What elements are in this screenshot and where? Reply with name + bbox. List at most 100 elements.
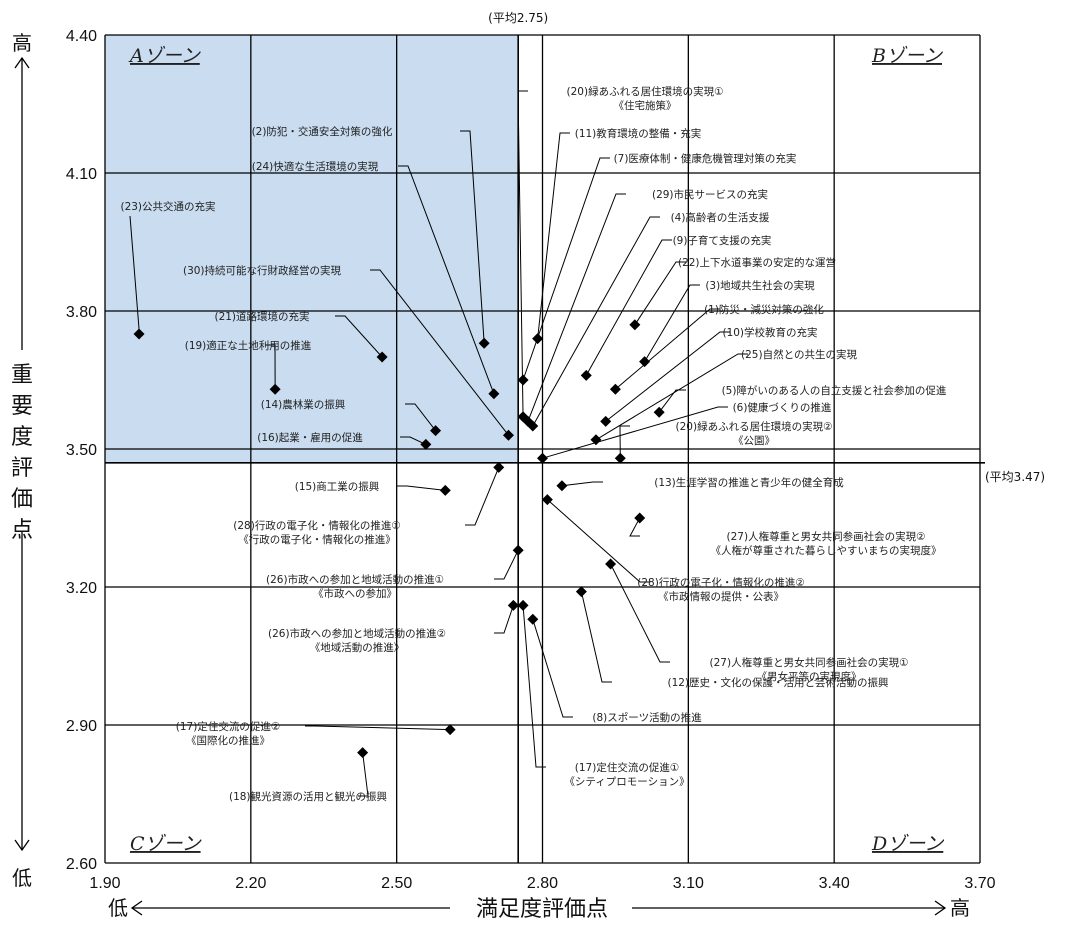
data-point (580, 369, 592, 381)
y-axis-title-char: 評 (11, 456, 33, 481)
point-label: (28)行政の電子化・情報化の推進① (233, 519, 400, 532)
leader-line (547, 499, 650, 583)
zone-b-label: Bゾーン (871, 45, 943, 67)
point-label: (24)快適な生活環境の実現 (252, 160, 379, 173)
leader-line (595, 353, 748, 441)
point-label: (12)歴史・文化の保護・活用と芸術活動の振興 (667, 676, 888, 689)
point-label: (28)行政の電子化・情報化の推進② (637, 576, 804, 589)
zone-a-highlight (105, 35, 519, 463)
x-axis-high-label: 高 (950, 896, 970, 920)
point-label: (10)学校教育の充実 (722, 326, 818, 339)
point-sublabel: 《地域活動の推進》 (310, 641, 405, 654)
leader-line (658, 389, 686, 413)
average-y-label: (平均3.47) (985, 470, 1045, 484)
data-point (357, 747, 369, 759)
y-axis-low-label: 低 (12, 866, 32, 890)
point-label: (17)定住交流の促進① (575, 761, 679, 774)
leader-line (561, 481, 603, 487)
x-axis-low-label: 低 (108, 896, 128, 920)
data-point (653, 406, 665, 418)
data-point (133, 328, 145, 340)
data-point (614, 452, 626, 464)
y-axis-high-label: 高 (12, 31, 32, 55)
leader-line (527, 193, 626, 422)
leader-line (335, 315, 383, 358)
point-label: (19)適正な土地利用の推進 (185, 339, 312, 352)
leader-line (537, 132, 570, 339)
data-point (639, 356, 651, 368)
data-point (629, 319, 641, 331)
leader-line (358, 752, 369, 797)
leader-line (494, 605, 514, 634)
leader-line (460, 130, 485, 344)
data-point (609, 383, 621, 395)
point-label: (27)人権尊重と男女共同参画社会の実現① (710, 656, 909, 669)
leader-line (580, 591, 612, 683)
point-sublabel: 《シティプロモーション》 (564, 776, 689, 788)
y-axis-title-char: 点 (11, 518, 33, 543)
point-label: (20)緑あふれる居住環境の実現② (676, 420, 833, 433)
data-point (600, 415, 612, 427)
x-arrowhead-left (130, 900, 143, 916)
leader-line (615, 308, 720, 390)
point-sublabel: 《公園》 (733, 435, 775, 447)
point-sublabel: 《市政情報の提供・公表》 (658, 590, 784, 603)
data-point (556, 480, 568, 492)
y-tick-label: 3.50 (66, 442, 97, 459)
leader-line (522, 605, 546, 768)
point-sublabel: 《男女平等の実現度》 (757, 670, 862, 683)
data-point (541, 494, 553, 506)
x-arrowhead-right (934, 900, 947, 916)
data-point (493, 461, 505, 473)
leader-line (398, 165, 495, 394)
data-point (376, 351, 388, 363)
point-label: (1)防災・減災対策の強化 (704, 303, 824, 316)
point-label: (7)医療体制・健康危機管理対策の充実 (614, 152, 797, 165)
leader-line (305, 725, 451, 731)
point-sublabel: 《市政への参加》 (313, 587, 397, 600)
leader-line (644, 284, 700, 362)
leader-line (265, 344, 276, 390)
x-tick-label: 2.50 (381, 875, 412, 892)
data-point (269, 383, 281, 395)
x-tick-label: 2.80 (527, 875, 558, 892)
point-label: (22)上下水道事業の安定的な運営 (678, 256, 836, 269)
zone-a-label: Aゾーン (128, 45, 201, 67)
data-point (517, 374, 529, 386)
data-point (537, 452, 548, 464)
y-axis-title-char: 要 (11, 394, 33, 419)
zone-c-label: Cゾーン (130, 833, 202, 855)
point-label: (6)健康づくりの推進 (733, 401, 832, 414)
data-point (590, 434, 602, 446)
leader-line (605, 331, 730, 422)
data-point (502, 429, 514, 441)
leader-line (397, 485, 446, 491)
data-point (444, 724, 456, 736)
y-tick-label: 2.60 (66, 856, 97, 873)
point-label: (21)道路環境の充実 (214, 310, 310, 323)
point-label: (29)市民サービスの充実 (652, 188, 769, 201)
y-tick-label: 4.10 (66, 166, 97, 183)
data-point (517, 599, 529, 611)
point-label: (4)高齢者の生活支援 (671, 211, 770, 224)
leader-line (585, 239, 672, 376)
leader-line (619, 425, 630, 459)
point-label: (20)緑あふれる居住環境の実現① (567, 85, 724, 98)
data-point (527, 613, 539, 625)
data-point (634, 512, 646, 524)
data-point (575, 586, 587, 598)
point-label: (23)公共交通の充実 (120, 200, 216, 213)
data-point (488, 388, 500, 400)
point-label: (5)障がいのある人の自立支援と社会参加の促進 (722, 384, 947, 397)
y-axis-title-char: 価 (11, 487, 33, 512)
data-point (512, 544, 524, 556)
data-point (507, 599, 519, 611)
x-tick-label: 2.20 (235, 875, 266, 892)
leader-line (629, 517, 641, 537)
leader-line (400, 436, 427, 445)
leader-line (129, 215, 140, 330)
x-axis-title: 満足度評価点 (476, 897, 608, 922)
point-label: (3)地域共生社会の実現 (705, 279, 815, 292)
y-tick-label: 3.80 (66, 304, 97, 321)
